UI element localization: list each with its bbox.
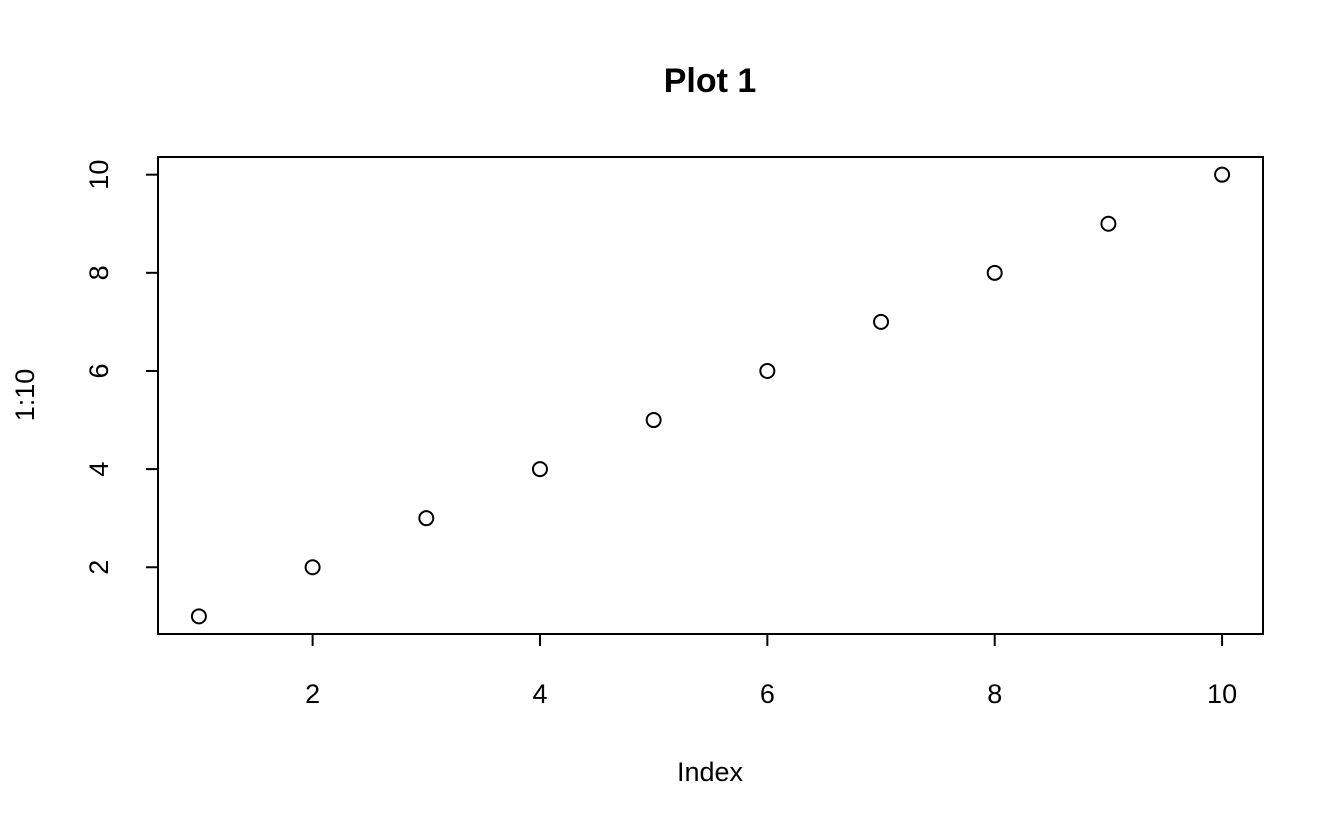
- data-point: [873, 313, 890, 330]
- data-point: [759, 362, 776, 379]
- data-point: [531, 461, 548, 478]
- chart-title: Plot 1: [664, 62, 757, 100]
- data-point: [304, 559, 321, 576]
- x-tick-label: 2: [305, 679, 320, 709]
- x-tick-label: 8: [987, 679, 1002, 709]
- y-tick-label: 2: [84, 560, 114, 575]
- y-tick-label: 10: [84, 160, 114, 190]
- data-point: [190, 608, 207, 625]
- y-axis-label: 1:10: [10, 369, 40, 422]
- x-axis-label: Index: [677, 757, 744, 787]
- x-tick-label: 10: [1207, 679, 1237, 709]
- y-axis: 2 4 6 8 10: [84, 160, 159, 575]
- x-axis: 2 4 6 8 10: [305, 633, 1237, 709]
- y-tick-label: 8: [84, 265, 114, 280]
- x-tick-label: 4: [532, 679, 547, 709]
- y-tick-label: 4: [84, 462, 114, 477]
- data-point: [418, 510, 435, 527]
- x-tick-label: 6: [760, 679, 775, 709]
- data-point: [1100, 215, 1117, 232]
- data-point: [986, 264, 1003, 281]
- data-points: [190, 166, 1231, 625]
- data-point: [645, 412, 662, 429]
- data-point: [1214, 166, 1231, 183]
- y-tick-label: 6: [84, 363, 114, 378]
